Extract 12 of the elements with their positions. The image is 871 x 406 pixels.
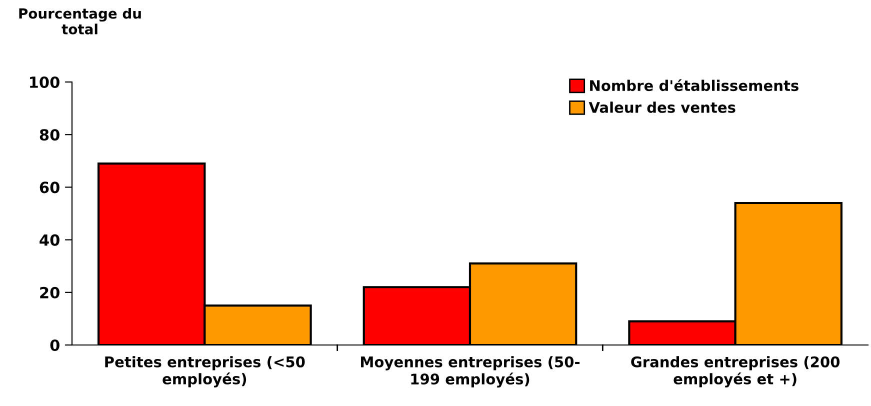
- y-tick-label: 40: [40, 234, 60, 246]
- x-tick-label: Petites entreprises (<50 employés): [105, 356, 305, 388]
- x-tick-label: Moyennes entreprises (50- 199 employés): [361, 356, 580, 388]
- y-axis-title: Pourcentage du total: [19, 8, 141, 34]
- legend-label: Nombre d'établissements: [590, 79, 798, 92]
- x-tick-label: Grandes entreprises (200 employés et +): [631, 356, 840, 388]
- y-tick-label: 100: [30, 76, 60, 88]
- legend-label: Valeur des ventes: [588, 102, 736, 113]
- y-tick-label: 0: [50, 339, 60, 352]
- y-tick-label: 60: [40, 182, 60, 194]
- y-tick-label: 20: [40, 286, 60, 298]
- y-tick-label: 80: [40, 129, 60, 141]
